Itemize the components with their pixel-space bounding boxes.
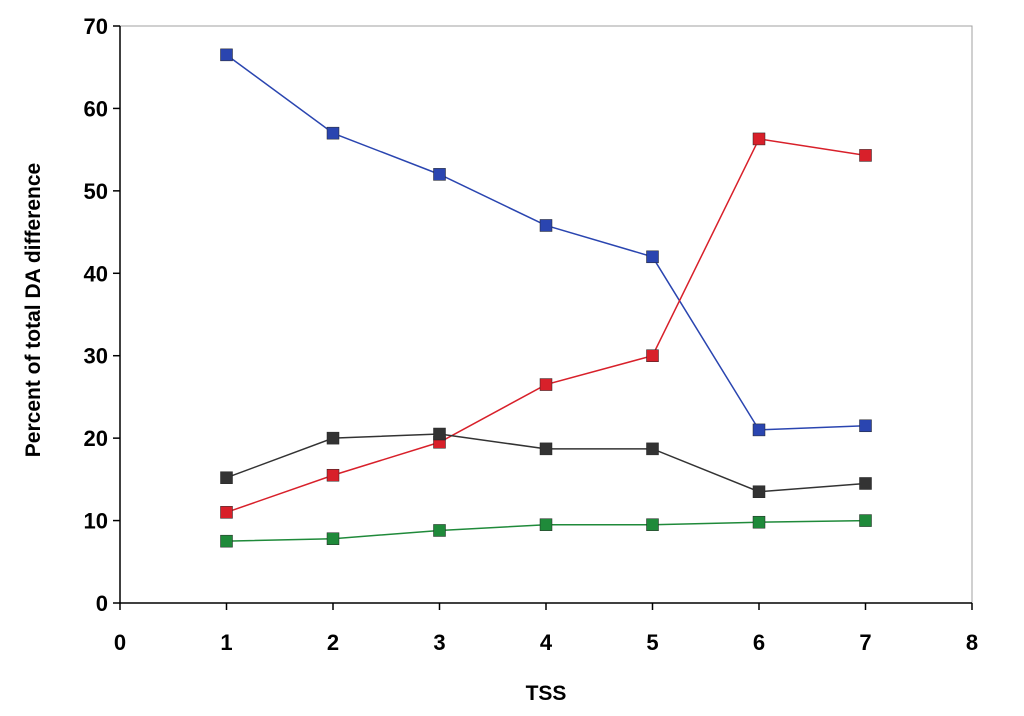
data-point-marker xyxy=(859,419,872,433)
data-point-marker xyxy=(539,219,553,232)
y-tick-label: 20 xyxy=(84,426,108,451)
data-point-marker xyxy=(433,168,446,181)
y-tick-label: 0 xyxy=(96,591,108,616)
y-tick-label: 50 xyxy=(84,179,108,204)
data-point-marker xyxy=(433,524,446,537)
data-point-marker xyxy=(220,48,233,62)
data-point-marker xyxy=(859,477,872,490)
data-point-marker xyxy=(859,149,872,162)
data-point-marker xyxy=(326,431,340,445)
data-point-marker xyxy=(752,485,766,498)
data-point-marker xyxy=(646,349,659,362)
axes: 0 10 20 30 40 50 60 70 0 1 2 3 4 5 6 7 8 xyxy=(84,14,979,655)
series-3 xyxy=(220,427,872,498)
data-point-marker xyxy=(220,471,233,484)
x-tick-label: 4 xyxy=(540,630,553,655)
series-1 xyxy=(220,48,872,437)
y-axis-title: Percent of total DA difference xyxy=(22,163,45,457)
x-tick-label: 8 xyxy=(966,630,978,655)
series-layer xyxy=(220,48,872,548)
data-point-marker xyxy=(539,442,553,456)
x-axis-title: TSS xyxy=(526,682,567,705)
series-2 xyxy=(220,132,872,519)
data-point-marker xyxy=(539,518,553,531)
data-point-marker xyxy=(646,518,659,531)
data-point-marker xyxy=(752,132,766,146)
data-point-marker xyxy=(220,506,233,519)
data-point-marker xyxy=(646,442,659,456)
x-tick-label: 2 xyxy=(327,630,339,655)
data-point-marker xyxy=(220,534,233,548)
x-tick-label: 1 xyxy=(220,630,232,655)
y-tick-label: 10 xyxy=(84,509,108,534)
x-tick-label: 5 xyxy=(646,630,658,655)
x-tick-label: 7 xyxy=(859,630,871,655)
data-point-marker xyxy=(326,468,340,482)
data-point-marker xyxy=(646,250,659,264)
y-tick-label: 70 xyxy=(84,14,108,39)
plot-area xyxy=(119,25,973,604)
data-point-marker xyxy=(433,427,446,441)
y-tick-label: 30 xyxy=(84,344,108,369)
y-tick-label: 60 xyxy=(84,96,108,121)
series-4 xyxy=(220,514,872,548)
data-point-marker xyxy=(326,532,340,545)
data-point-marker xyxy=(326,126,340,140)
data-point-marker xyxy=(752,515,766,529)
data-point-marker xyxy=(539,378,553,391)
x-tick-label: 3 xyxy=(433,630,445,655)
data-point-marker xyxy=(859,514,872,527)
x-tick-label: 6 xyxy=(753,630,765,655)
data-point-marker xyxy=(752,423,766,437)
y-tick-label: 40 xyxy=(84,261,108,286)
x-tick-label: 0 xyxy=(114,630,126,655)
